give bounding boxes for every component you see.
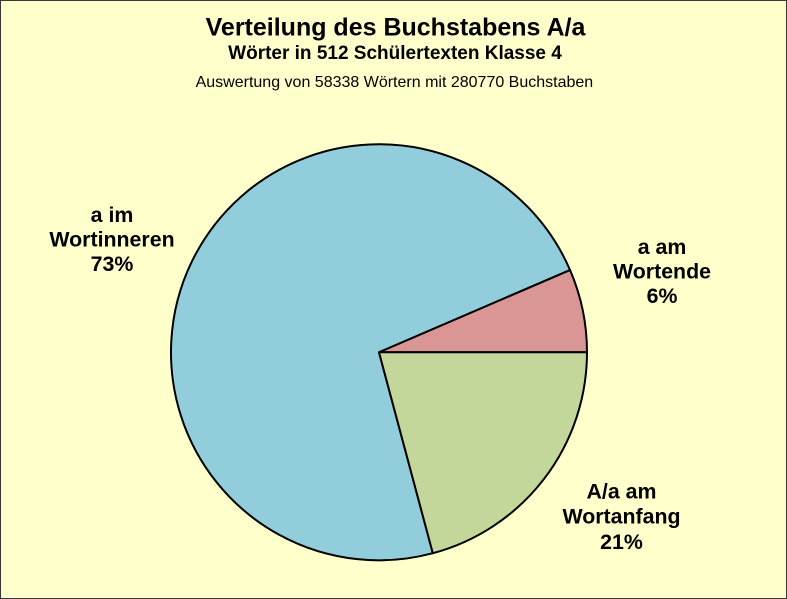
svg-text:Wörter in 512 Schülertexten Kl: Wörter in 512 Schülertexten Klasse 4 [228,43,562,64]
svg-text:a am: a am [638,235,687,259]
svg-text:Verteilung des Buchstabens A/a: Verteilung des Buchstabens A/a [206,13,587,41]
svg-text:Wortanfang: Wortanfang [562,505,680,529]
svg-text:73%: 73% [91,252,134,276]
svg-text:Wortinneren: Wortinneren [49,228,174,252]
svg-text:6%: 6% [647,284,678,308]
svg-text:Auswertung von 58338 Wörtern m: Auswertung von 58338 Wörtern mit 280770 … [196,74,594,91]
svg-text:a im: a im [91,203,134,227]
svg-text:21%: 21% [600,530,643,554]
svg-text:A/a am: A/a am [587,479,657,503]
svg-text:Wortende: Wortende [613,260,711,284]
